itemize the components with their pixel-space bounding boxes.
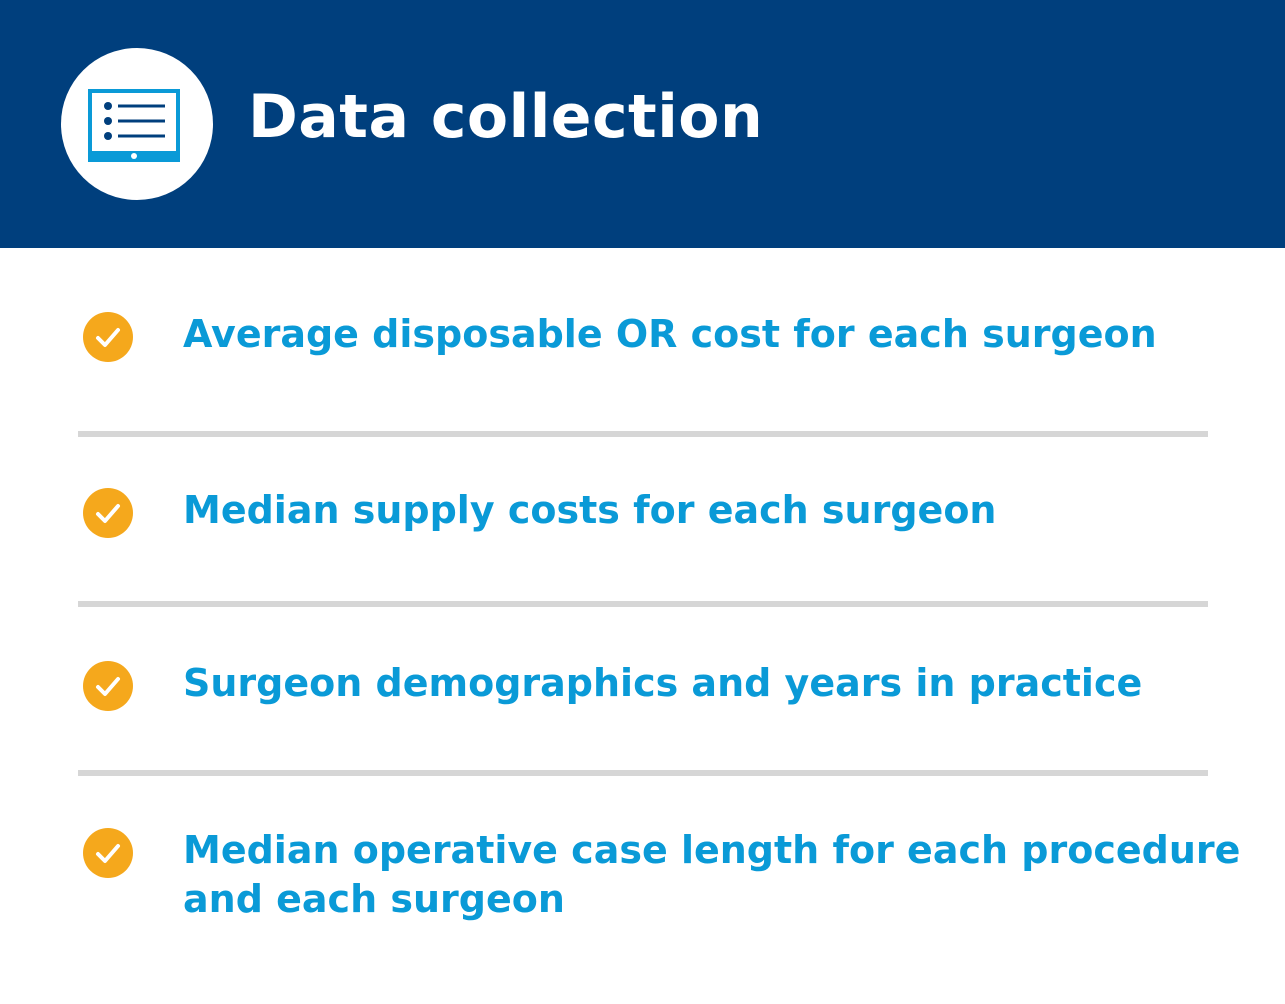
divider xyxy=(78,770,1208,776)
page-title: Data collection xyxy=(248,82,764,152)
header-banner: Data collection xyxy=(0,0,1285,248)
divider xyxy=(78,601,1208,607)
item-label: Median supply costs for each surgeon xyxy=(183,488,997,532)
item-label: Average disposable OR cost for each surg… xyxy=(183,312,1157,356)
check-circle-icon xyxy=(83,661,133,711)
check-circle-icon xyxy=(83,312,133,362)
tablet-list-icon xyxy=(61,48,213,200)
check-circle-icon xyxy=(83,488,133,538)
item-label: Median operative case length for each pr… xyxy=(183,828,1241,921)
divider xyxy=(78,431,1208,437)
check-circle-icon xyxy=(83,828,133,878)
item-label: Surgeon demographics and years in practi… xyxy=(183,661,1143,705)
